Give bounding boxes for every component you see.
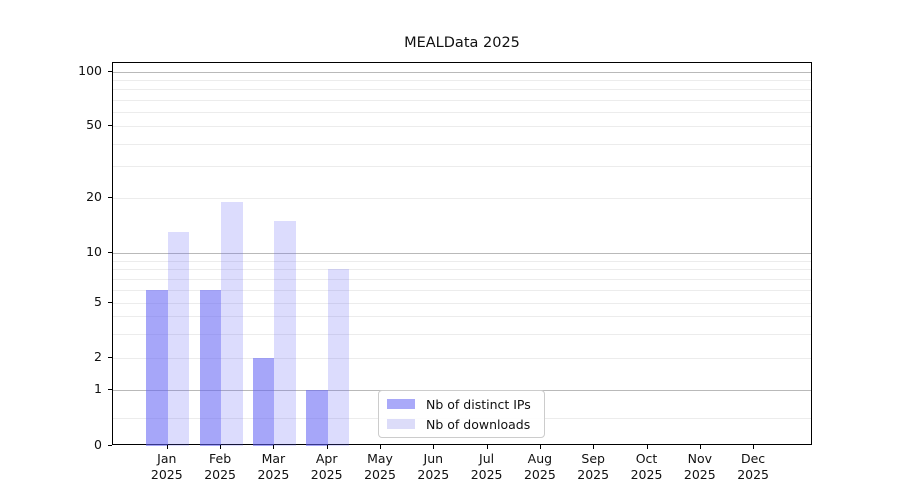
y-tick-mark-100 [108,71,112,72]
y-tick-mark-20 [108,197,112,198]
gridline-y-30 [113,166,811,168]
y-tick-mark-5 [108,302,112,303]
x-tick-mark-jan [166,445,168,449]
x-tick-label-feb: Feb 2025 [204,451,236,482]
bar-distinct-ips-feb [199,289,222,446]
gridline-y-3 [113,333,811,335]
x-tick-mark-may [380,445,381,449]
x-tick-mark-sep [593,445,595,449]
legend-swatch-downloads [387,419,415,429]
gridline-y-70 [113,99,811,101]
y-tick-label-50: 50 [86,117,102,132]
gridline-y-9 [113,260,811,262]
x-tick-label-mar: Mar 2025 [257,451,290,482]
x-tick-label-jan: Jan 2025 [150,451,183,482]
y-tick-label-20: 20 [86,189,102,204]
gridline-y-100 [113,72,811,73]
x-tick-mark-oct [646,445,648,449]
bar-downloads-mar [274,220,296,446]
bar-downloads-jan [167,232,190,446]
x-tick-label-nov: Nov 2025 [683,451,716,482]
x-tick-mark-jul [486,445,488,449]
chart-title: MEALData 2025 [404,35,520,51]
legend: Nb of distinct IPs Nb of downloads [378,390,545,438]
x-tick-label-sep: Sep 2025 [577,451,610,482]
x-tick-mark-dec [753,445,755,449]
gridline-y-90 [113,80,811,82]
y-tick-label-0: 0 [94,437,102,452]
bar-distinct-ips-apr [306,389,328,446]
x-tick-mark-mar [273,445,275,449]
legend-label-distinct-ips: Nb of distinct IPs [426,396,531,412]
bar-distinct-ips-mar [252,358,275,446]
legend-swatch-distinct-ips [387,399,415,409]
y-tick-mark-50 [108,125,112,126]
gridline-y-10 [113,253,811,254]
legend-label-downloads: Nb of downloads [426,416,531,432]
bar-distinct-ips-jan [146,289,168,446]
x-tick-label-apr: Apr 2025 [310,451,343,482]
y-tick-label-1: 1 [94,380,102,396]
x-tick-mark-aug [539,445,541,449]
x-tick-mark-feb [220,445,222,449]
gridline-y-8 [113,269,811,271]
gridline-y-7 [113,278,811,280]
x-tick-label-jun: Jun 2025 [417,451,450,482]
gridline-y-4 [113,316,811,318]
bar-downloads-apr [327,269,350,446]
x-tick-label-oct: Oct 2025 [630,451,663,482]
gridline-y-60 [113,111,811,113]
gridline-y-50 [113,126,811,127]
y-tick-label-100: 100 [78,63,102,78]
y-tick-label-5: 5 [94,294,102,309]
bar-downloads-feb [221,202,243,446]
chart-plot-area [112,62,812,446]
x-tick-label-aug: Aug 2025 [523,451,556,482]
x-tick-label-dec: Dec 2025 [737,451,769,482]
y-tick-label-10: 10 [86,244,102,259]
y-tick-mark-2 [108,357,112,358]
y-tick-mark-0 [108,445,112,446]
gridline-y-5 [113,303,811,304]
x-tick-label-jul: Jul 2025 [470,451,503,482]
gridline-y-6 [113,289,811,291]
x-tick-mark-jun [433,445,435,449]
gridline-y-40 [113,143,811,145]
y-tick-mark-1 [108,388,112,390]
legend-entry-distinct-ips: Nb of distinct IPs [387,398,544,411]
gridline-y-20 [113,198,811,199]
x-tick-mark-apr [326,445,328,449]
x-tick-label-may: May 2025 [364,451,396,482]
y-tick-mark-10 [108,252,112,253]
gridline-y-2 [113,358,811,359]
legend-entry-downloads: Nb of downloads [387,418,544,431]
y-tick-label-2: 2 [94,349,102,364]
gridline-y-80 [113,89,811,91]
x-tick-mark-nov [699,445,701,449]
